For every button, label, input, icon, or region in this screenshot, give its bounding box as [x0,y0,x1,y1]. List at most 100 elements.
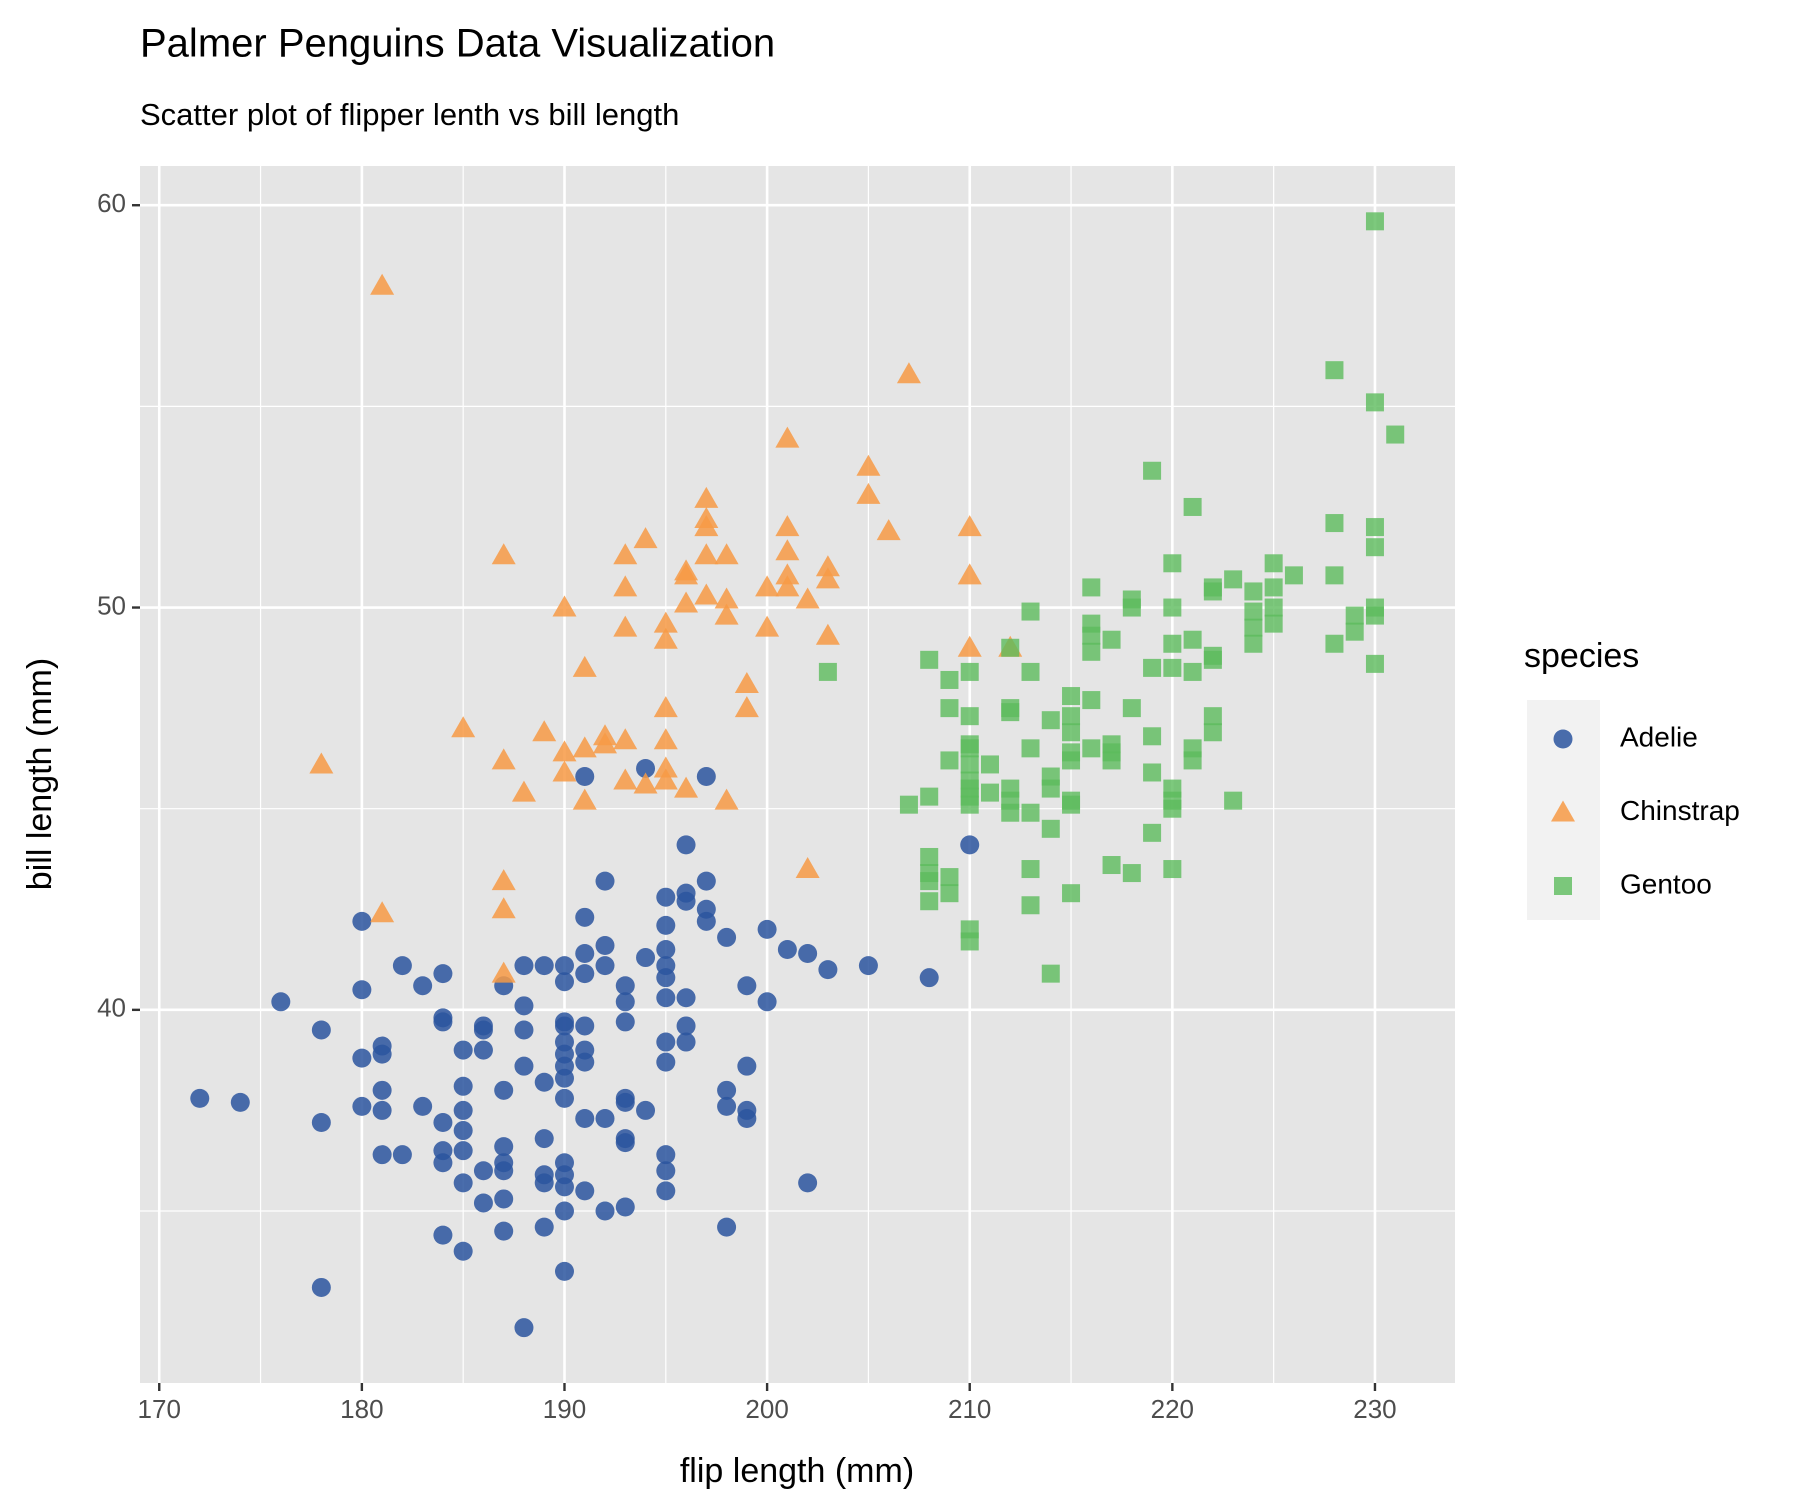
point [554,1201,574,1221]
point [798,944,818,964]
point [755,575,780,597]
point [674,563,699,585]
point [856,454,881,476]
point [532,720,557,742]
point [1001,638,1020,657]
point [653,728,678,750]
point [595,1108,615,1128]
point [433,1153,453,1173]
point [372,1080,392,1100]
point [714,543,739,565]
point [798,1173,818,1193]
point [372,1100,392,1120]
point [1102,856,1121,875]
point [613,575,638,597]
point [694,583,719,605]
point [1183,497,1202,516]
legend-marker [1553,729,1573,749]
point [1345,622,1364,641]
point [494,1080,514,1100]
y-axis-title: bill length (mm) [21,658,59,890]
point [775,515,800,537]
point [372,1145,392,1165]
point [920,872,939,891]
legend-marker [1554,877,1572,895]
point [453,1076,473,1096]
point [352,1096,372,1116]
point [1082,626,1101,645]
point [694,486,719,508]
point [656,1052,676,1072]
point [595,956,615,976]
point [1203,650,1222,669]
point [1365,518,1384,537]
point [370,273,395,295]
point [636,948,656,968]
point [717,1096,737,1116]
point [1163,799,1182,818]
point [615,1092,635,1112]
point [372,1044,392,1064]
y-tick-label: 50 [97,590,126,620]
point [392,1145,412,1165]
point [593,732,618,754]
point [656,1161,676,1181]
point [1244,602,1263,621]
point [1143,727,1162,746]
point [615,992,635,1012]
point [615,976,635,996]
point [755,615,780,637]
point [534,1173,554,1193]
legend-label: Chinstrap [1620,795,1740,826]
point [511,780,536,802]
point [595,935,615,955]
point [1163,554,1182,573]
point [920,847,939,866]
point [714,587,739,609]
legend-title: species [1524,637,1639,675]
point [433,964,453,984]
point [656,1181,676,1201]
point [656,887,676,907]
point [1122,598,1141,617]
point [514,996,534,1016]
point [1345,606,1364,625]
point [615,1012,635,1032]
point [940,670,959,689]
point [633,527,658,549]
point [491,961,516,983]
point [1021,896,1040,915]
point [960,755,979,774]
point [1021,803,1040,822]
point [1102,751,1121,770]
point [1062,687,1081,706]
point [613,615,638,637]
point [696,871,716,891]
point [940,699,959,718]
point [714,788,739,810]
plot-panel [140,166,1455,1383]
point [815,623,840,645]
point [717,1080,737,1100]
point [575,1108,595,1128]
point [1284,566,1303,585]
point [1264,554,1283,573]
point [717,1217,737,1237]
point [1365,538,1384,557]
point [473,1161,493,1181]
point [940,884,959,903]
point [899,795,918,814]
point [1163,634,1182,653]
point [575,1016,595,1036]
point [352,911,372,931]
x-tick-label: 210 [948,1394,991,1424]
point [653,768,678,790]
point [514,1020,534,1040]
point [676,1032,696,1052]
point [1244,634,1263,653]
point [1365,212,1384,231]
point [433,1113,453,1133]
point [494,1137,514,1157]
point [1264,598,1283,617]
